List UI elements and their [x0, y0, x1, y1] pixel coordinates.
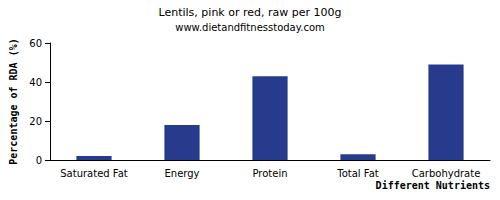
svg-text:0: 0 — [36, 155, 42, 166]
svg-text:Percentage of RDA (%): Percentage of RDA (%) — [8, 38, 19, 164]
svg-text:Lentils, pink or red, raw per: Lentils, pink or red, raw per 100g — [159, 6, 342, 19]
svg-text:www.dietandfitnesstoday.com: www.dietandfitnesstoday.com — [175, 22, 324, 33]
svg-text:Total Fat: Total Fat — [336, 168, 378, 179]
svg-text:60: 60 — [29, 38, 42, 49]
svg-text:Carbohydrate: Carbohydrate — [412, 168, 481, 179]
svg-text:Energy: Energy — [164, 168, 199, 179]
svg-text:40: 40 — [29, 77, 42, 88]
svg-text:20: 20 — [29, 116, 42, 127]
svg-text:Saturated Fat: Saturated Fat — [60, 168, 128, 179]
svg-text:Protein: Protein — [252, 168, 287, 179]
svg-text:Different Nutrients: Different Nutrients — [376, 180, 490, 191]
